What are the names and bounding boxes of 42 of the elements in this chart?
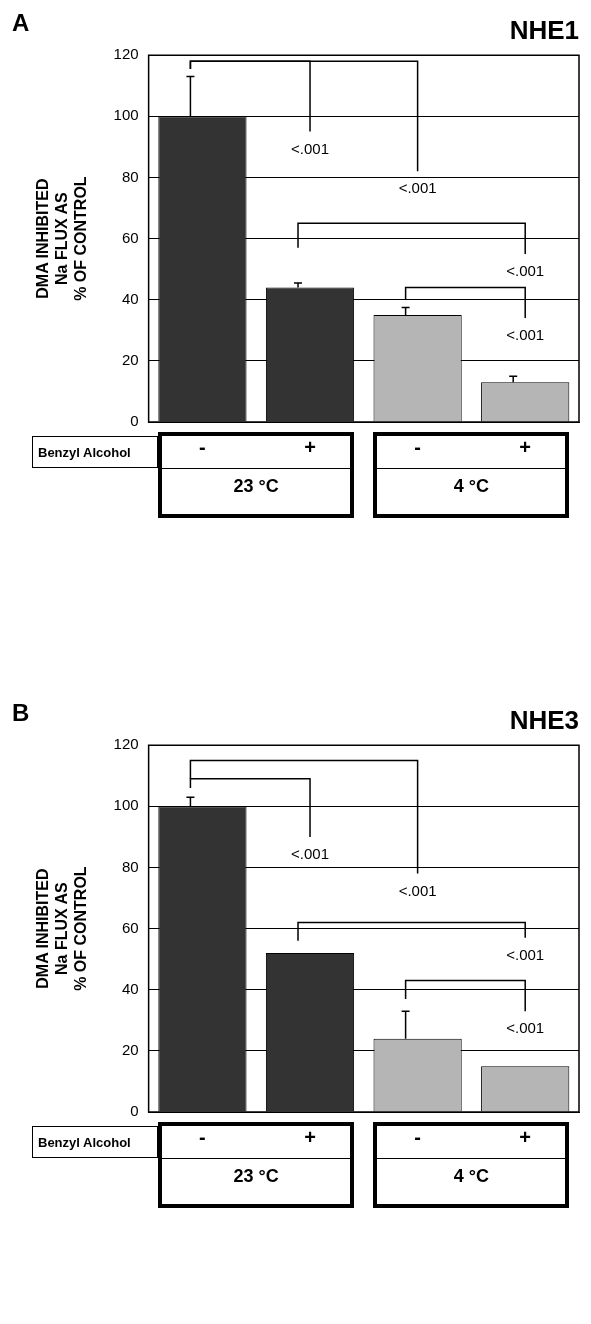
x-axis-title: Benzyl Alcohol xyxy=(32,1126,159,1158)
text: A xyxy=(12,8,30,36)
x-tick-label: - xyxy=(199,435,206,458)
annotation: <.001 xyxy=(291,139,329,157)
x-tick-label: - xyxy=(414,435,421,458)
x-tick-label: + xyxy=(304,435,316,458)
y-tick-label: 80 xyxy=(121,857,139,875)
x-tick-label: + xyxy=(519,1125,532,1148)
y-tick-label: 20 xyxy=(121,351,139,369)
text: 4 °C xyxy=(452,1166,490,1187)
y-tick-label: 0 xyxy=(130,412,139,430)
annotation: <.001 xyxy=(398,881,437,899)
x-axis-title: Benzyl Alcohol xyxy=(32,436,159,468)
y-tick-label: 0 xyxy=(130,1102,139,1120)
y-tick-label: 120 xyxy=(113,735,139,753)
annotation: <.001 xyxy=(506,326,545,344)
chart-title: NHE1 xyxy=(509,14,579,45)
annotation: <.001 xyxy=(506,945,545,963)
annotation: <.001 xyxy=(506,261,545,279)
y-tick-label: 80 xyxy=(121,167,139,185)
y-axis-title: DMA INHIBITED Na FLUX AS % OF CONTROL xyxy=(34,866,90,991)
x-tick-label: + xyxy=(519,435,532,458)
x-tick-label: - xyxy=(414,1125,421,1148)
y-tick-label: 60 xyxy=(121,228,139,246)
y-tick-label: 100 xyxy=(113,796,139,814)
chart-title: NHE3 xyxy=(509,704,579,735)
text: 23 °C xyxy=(232,1166,280,1187)
x-tick-label: + xyxy=(304,1125,316,1148)
text: B xyxy=(12,698,30,726)
y-tick-label: 40 xyxy=(121,289,139,307)
y-tick-label: 20 xyxy=(121,1041,139,1059)
annotation: <.001 xyxy=(506,1019,545,1037)
y-tick-label: 100 xyxy=(113,106,139,124)
text: 4 °C xyxy=(452,476,490,497)
annotation: <.001 xyxy=(291,844,329,862)
y-tick-label: 120 xyxy=(113,45,139,63)
annotation: <.001 xyxy=(398,179,437,197)
y-tick-label: 40 xyxy=(121,979,139,997)
x-tick-label: - xyxy=(199,1125,206,1148)
y-tick-label: 60 xyxy=(121,918,139,936)
y-axis-title: DMA INHIBITED Na FLUX AS % OF CONTROL xyxy=(34,176,90,301)
text: 23 °C xyxy=(232,476,280,497)
